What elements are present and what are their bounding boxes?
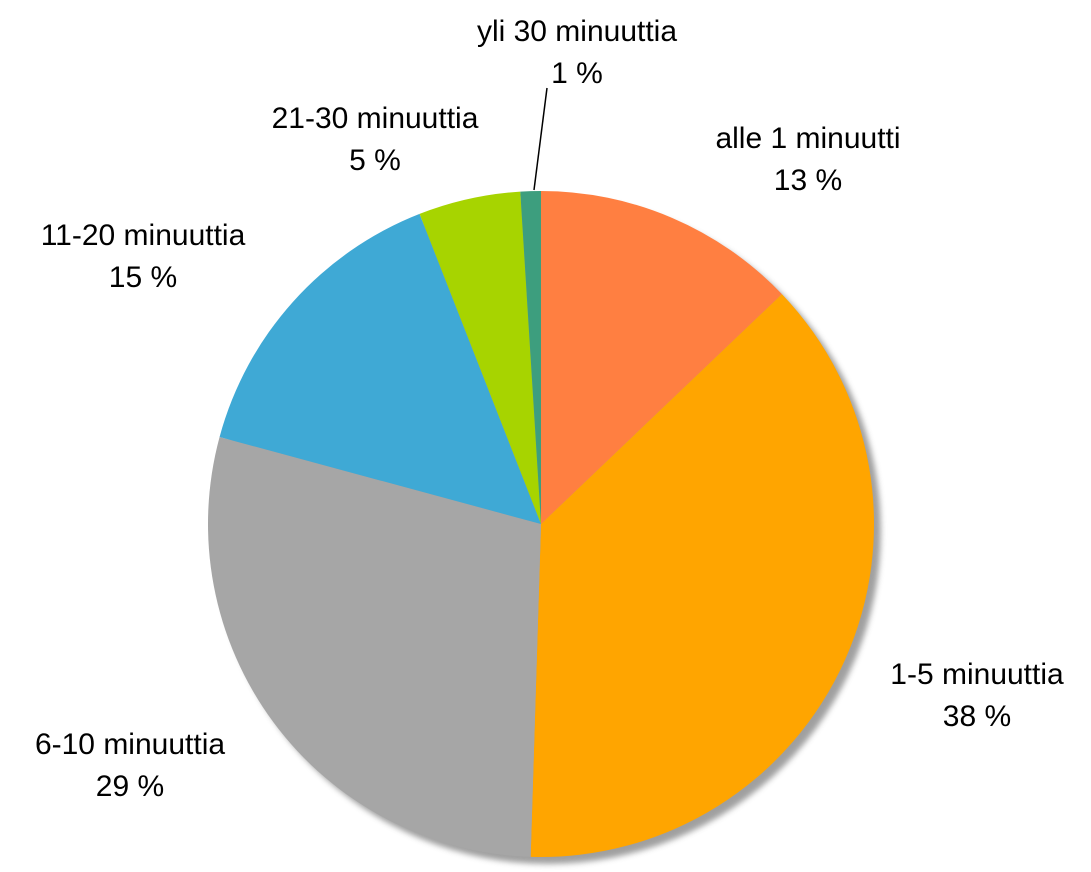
slice: [520, 191, 541, 524]
slice: [419, 191, 541, 524]
labels: alle 1 minuutti 13 % 1-5 minuuttia 38 % 6-10…: [35, 15, 1064, 803]
slice-label: 6-10 minuuttia: [35, 728, 225, 761]
value-label: 1 %: [551, 57, 603, 90]
value-label: 13 %: [774, 164, 842, 197]
slice: [530, 294, 874, 858]
slice-label: 11-20 minuuttia: [41, 219, 246, 252]
value-label: 38 %: [943, 700, 1011, 733]
slices: [207, 191, 874, 858]
value-label: 29 %: [96, 770, 164, 803]
slice-label: 21-30 minuuttia: [272, 102, 479, 135]
value-label: 5 %: [349, 144, 401, 177]
slice-label: 1-5 minuuttia: [890, 658, 1064, 691]
slice-label: alle 1 minuutti: [715, 122, 900, 155]
value-label: 15 %: [109, 261, 177, 294]
slice-label: yli 30 minuuttia: [477, 15, 677, 48]
slice: [219, 213, 542, 525]
leader-line: [533, 87, 548, 191]
slice: [541, 191, 782, 524]
slice: [207, 436, 541, 857]
